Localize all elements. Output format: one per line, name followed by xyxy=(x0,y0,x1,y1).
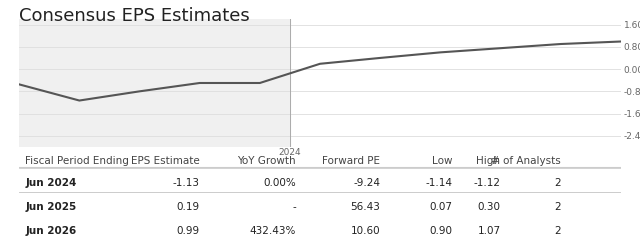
Text: EPS Estimate: EPS Estimate xyxy=(131,156,200,166)
Text: -1.12: -1.12 xyxy=(474,178,500,188)
Text: YoY Growth: YoY Growth xyxy=(237,156,296,166)
Text: 0.07: 0.07 xyxy=(429,202,452,212)
Text: 0.30: 0.30 xyxy=(477,202,500,212)
Text: Low: Low xyxy=(432,156,452,166)
Text: 0.00%: 0.00% xyxy=(263,178,296,188)
Text: Forward PE: Forward PE xyxy=(322,156,380,166)
Text: # of Analysts: # of Analysts xyxy=(491,156,561,166)
Text: Jun 2026: Jun 2026 xyxy=(25,226,76,236)
Text: Fiscal Period Ending: Fiscal Period Ending xyxy=(25,156,129,166)
Text: 56.43: 56.43 xyxy=(350,202,380,212)
Text: -1.14: -1.14 xyxy=(426,178,452,188)
Text: 0.99: 0.99 xyxy=(177,226,200,236)
Text: 432.43%: 432.43% xyxy=(250,226,296,236)
Text: 2: 2 xyxy=(554,178,561,188)
Text: 0.90: 0.90 xyxy=(429,226,452,236)
Bar xyxy=(19,19,290,147)
Text: 2: 2 xyxy=(554,226,561,236)
Text: High: High xyxy=(476,156,500,166)
Text: 0.19: 0.19 xyxy=(177,202,200,212)
Text: -1.13: -1.13 xyxy=(173,178,200,188)
Text: Jun 2025: Jun 2025 xyxy=(25,202,76,212)
Text: 1.07: 1.07 xyxy=(477,226,500,236)
Text: -: - xyxy=(292,202,296,212)
Text: 10.60: 10.60 xyxy=(351,226,380,236)
Text: 2: 2 xyxy=(554,202,561,212)
Text: Consensus EPS Estimates: Consensus EPS Estimates xyxy=(19,7,250,25)
Text: -9.24: -9.24 xyxy=(353,178,380,188)
Text: Jun 2024: Jun 2024 xyxy=(25,178,77,188)
